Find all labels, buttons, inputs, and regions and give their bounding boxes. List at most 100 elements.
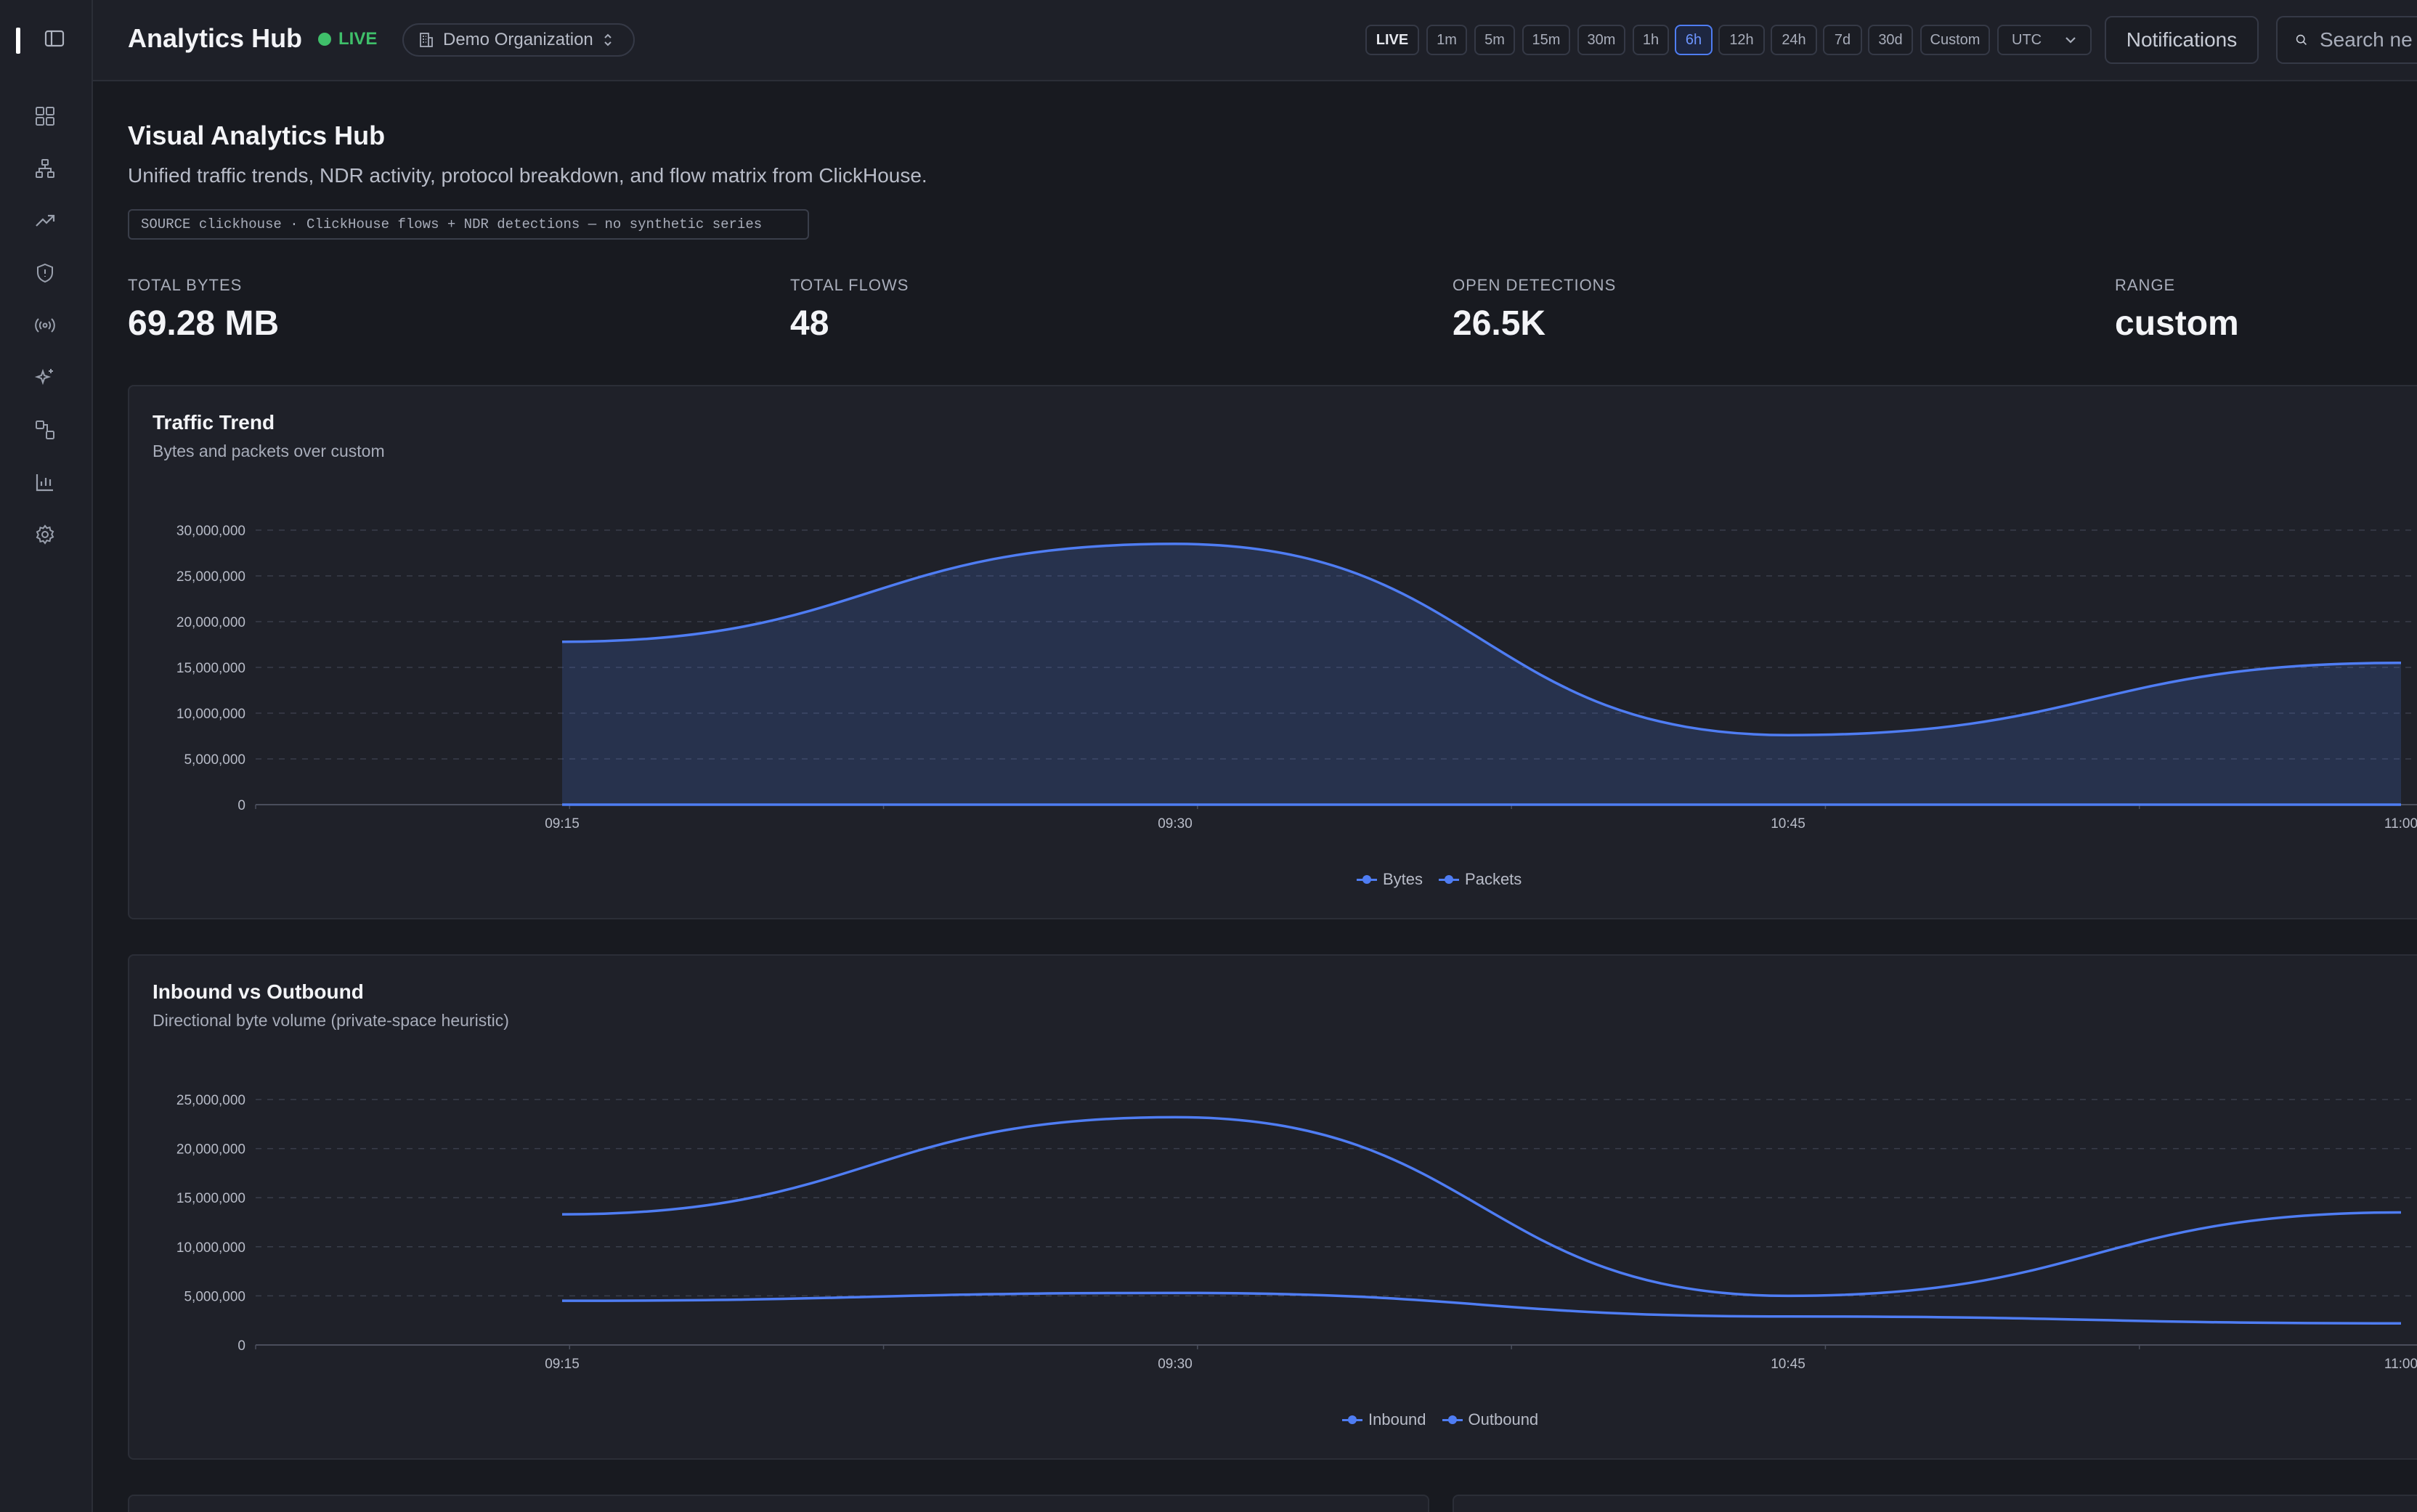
- legend-label: Outbound: [1468, 1410, 1539, 1428]
- search-box[interactable]: [2276, 16, 2417, 64]
- notifications-button[interactable]: Notifications: [2105, 16, 2259, 64]
- chevron-up-down-icon: [604, 33, 612, 46]
- series-line-bytes[interactable]: [561, 542, 2402, 736]
- time-btn-7d[interactable]: 7d: [1823, 25, 1862, 55]
- y-tick-label: 30,000,000: [176, 524, 245, 539]
- x-tick-label: 09:15: [545, 1357, 580, 1372]
- stat-total-flows: TOTAL FLOWS 48: [790, 276, 909, 344]
- chart-title: Inbound vs Outbound: [153, 980, 364, 1003]
- timezone-value: UTC: [2012, 31, 2042, 48]
- time-btn-12h[interactable]: 12h: [1718, 25, 1765, 55]
- x-tick-label: 10:45: [1771, 1357, 1805, 1372]
- workflow-icon[interactable]: [32, 417, 58, 443]
- time-btn-1h[interactable]: 1h: [1633, 25, 1669, 55]
- y-tick-label: 15,000,000: [176, 1191, 245, 1206]
- trend-icon[interactable]: [32, 208, 58, 234]
- legend-swatch-icon: [1439, 875, 1460, 884]
- settings-icon[interactable]: [32, 521, 58, 548]
- time-btn-5m[interactable]: 5m: [1474, 25, 1515, 55]
- y-tick-label: 10,000,000: [176, 1240, 245, 1256]
- dashboard-icon[interactable]: [32, 103, 58, 129]
- series-line-outbound[interactable]: [561, 1291, 2402, 1325]
- legend-label: Bytes: [1383, 870, 1423, 888]
- inbound-outbound-card: Inbound vs Outbound Directional byte vol…: [128, 954, 2417, 1460]
- search-icon: [2296, 34, 2307, 45]
- y-tick-label: 15,000,000: [176, 661, 245, 676]
- stat-open-detections: OPEN DETECTIONS 26.5K: [1453, 276, 1616, 344]
- org-name: Demo Organization: [443, 30, 593, 49]
- topology-icon[interactable]: [32, 155, 58, 182]
- shield-icon[interactable]: [32, 260, 58, 286]
- time-btn-custom[interactable]: Custom: [1920, 25, 1990, 55]
- chart-legend: Inbound Outbound: [1342, 1410, 1538, 1429]
- legend-item[interactable]: Outbound: [1442, 1410, 1539, 1429]
- y-tick-label: 25,000,000: [176, 1093, 245, 1108]
- stat-label: TOTAL FLOWS: [790, 276, 909, 294]
- x-tick-label: 09:30: [1158, 1357, 1193, 1372]
- stat-label: TOTAL BYTES: [128, 276, 243, 294]
- brand-logo[interactable]: [16, 28, 20, 54]
- chart-title: Traffic Trend: [153, 411, 275, 434]
- sidebar: [0, 0, 93, 1512]
- inbound-outbound-chart: 0 5,000,000 10,000,000 15,000,000 20,000,000…: [176, 1093, 2417, 1372]
- x-tick-label: 09:15: [545, 816, 580, 832]
- time-btn-15m[interactable]: 15m: [1522, 25, 1570, 55]
- time-btn-1m[interactable]: 1m: [1426, 25, 1467, 55]
- y-tick-label: 20,000,000: [176, 615, 245, 630]
- traffic-trend-card: Traffic Trend Bytes and packets over cus…: [128, 385, 2417, 919]
- x-tick-label: 09:30: [1158, 816, 1193, 832]
- y-tick-label: 5,000,000: [184, 1289, 245, 1304]
- org-selector[interactable]: Demo Organization: [402, 23, 635, 57]
- app-title: Analytics Hub: [128, 23, 303, 53]
- y-tick-label: 0: [237, 798, 245, 813]
- search-input[interactable]: [2320, 28, 2417, 52]
- legend-label: Inbound: [1368, 1410, 1426, 1428]
- timezone-select[interactable]: UTC: [1997, 25, 2092, 55]
- legend-swatch-icon: [1442, 1415, 1463, 1424]
- x-tick-label: 11:00: [2384, 816, 2417, 832]
- legend-swatch-icon: [1357, 875, 1377, 884]
- building-icon: [420, 33, 433, 47]
- live-status-badge: LIVE: [318, 29, 377, 49]
- broadcast-icon[interactable]: [32, 312, 58, 338]
- chart-subtitle: Directional byte volume (private-space h…: [153, 1011, 509, 1030]
- y-tick-label: 0: [237, 1338, 245, 1354]
- stat-value: 48: [790, 304, 829, 343]
- legend-item[interactable]: Inbound: [1342, 1410, 1426, 1429]
- stat-label: RANGE: [2115, 276, 2176, 294]
- time-btn-30d[interactable]: 30d: [1868, 25, 1913, 55]
- y-tick-label: 20,000,000: [176, 1142, 245, 1158]
- y-tick-label: 25,000,000: [176, 569, 245, 585]
- traffic-trend-chart: 0 5,000,000 10,000,000 15,000,000 20,000,000…: [176, 524, 2417, 832]
- y-tick-label: 5,000,000: [184, 752, 245, 768]
- chart-subtitle: Bytes and packets over custom: [153, 442, 385, 460]
- x-tick-label: 11:00: [2384, 1357, 2417, 1372]
- time-btn-live[interactable]: LIVE: [1365, 25, 1419, 55]
- topbar: Analytics Hub LIVE Demo Organization LIV…: [93, 0, 2417, 81]
- live-dot-icon: [318, 33, 331, 46]
- series-line-inbound[interactable]: [561, 1115, 2402, 1298]
- y-tick-label: 10,000,000: [176, 707, 245, 722]
- page-description: Unified traffic trends, NDR activity, pr…: [128, 164, 927, 187]
- bar-chart-icon[interactable]: [32, 469, 58, 495]
- time-btn-30m[interactable]: 30m: [1577, 25, 1625, 55]
- source-badge: SOURCE clickhouse · ClickHouse flows + N…: [128, 209, 809, 240]
- page-title: Visual Analytics Hub: [128, 121, 386, 150]
- stat-value: custom: [2115, 304, 2239, 343]
- live-status-label: LIVE: [338, 29, 378, 49]
- legend-item[interactable]: Packets: [1439, 870, 1522, 889]
- stat-range: RANGE custom: [2115, 276, 2239, 344]
- sidebar-toggle-icon[interactable]: [44, 28, 65, 49]
- sparkles-icon[interactable]: [32, 365, 58, 391]
- legend-swatch-icon: [1342, 1415, 1362, 1424]
- legend-item[interactable]: Bytes: [1357, 870, 1423, 889]
- chart-legend: Bytes Packets: [1357, 870, 1522, 889]
- bottom-card-left: [128, 1495, 1429, 1512]
- time-btn-24h[interactable]: 24h: [1771, 25, 1817, 55]
- stat-total-bytes: TOTAL BYTES 69.28 MB: [128, 276, 279, 344]
- stat-label: OPEN DETECTIONS: [1453, 276, 1617, 294]
- stat-value: 69.28 MB: [128, 304, 280, 343]
- series-area-bytes: [562, 543, 2401, 805]
- time-btn-6h[interactable]: 6h: [1675, 25, 1713, 55]
- x-tick-label: 10:45: [1771, 816, 1805, 832]
